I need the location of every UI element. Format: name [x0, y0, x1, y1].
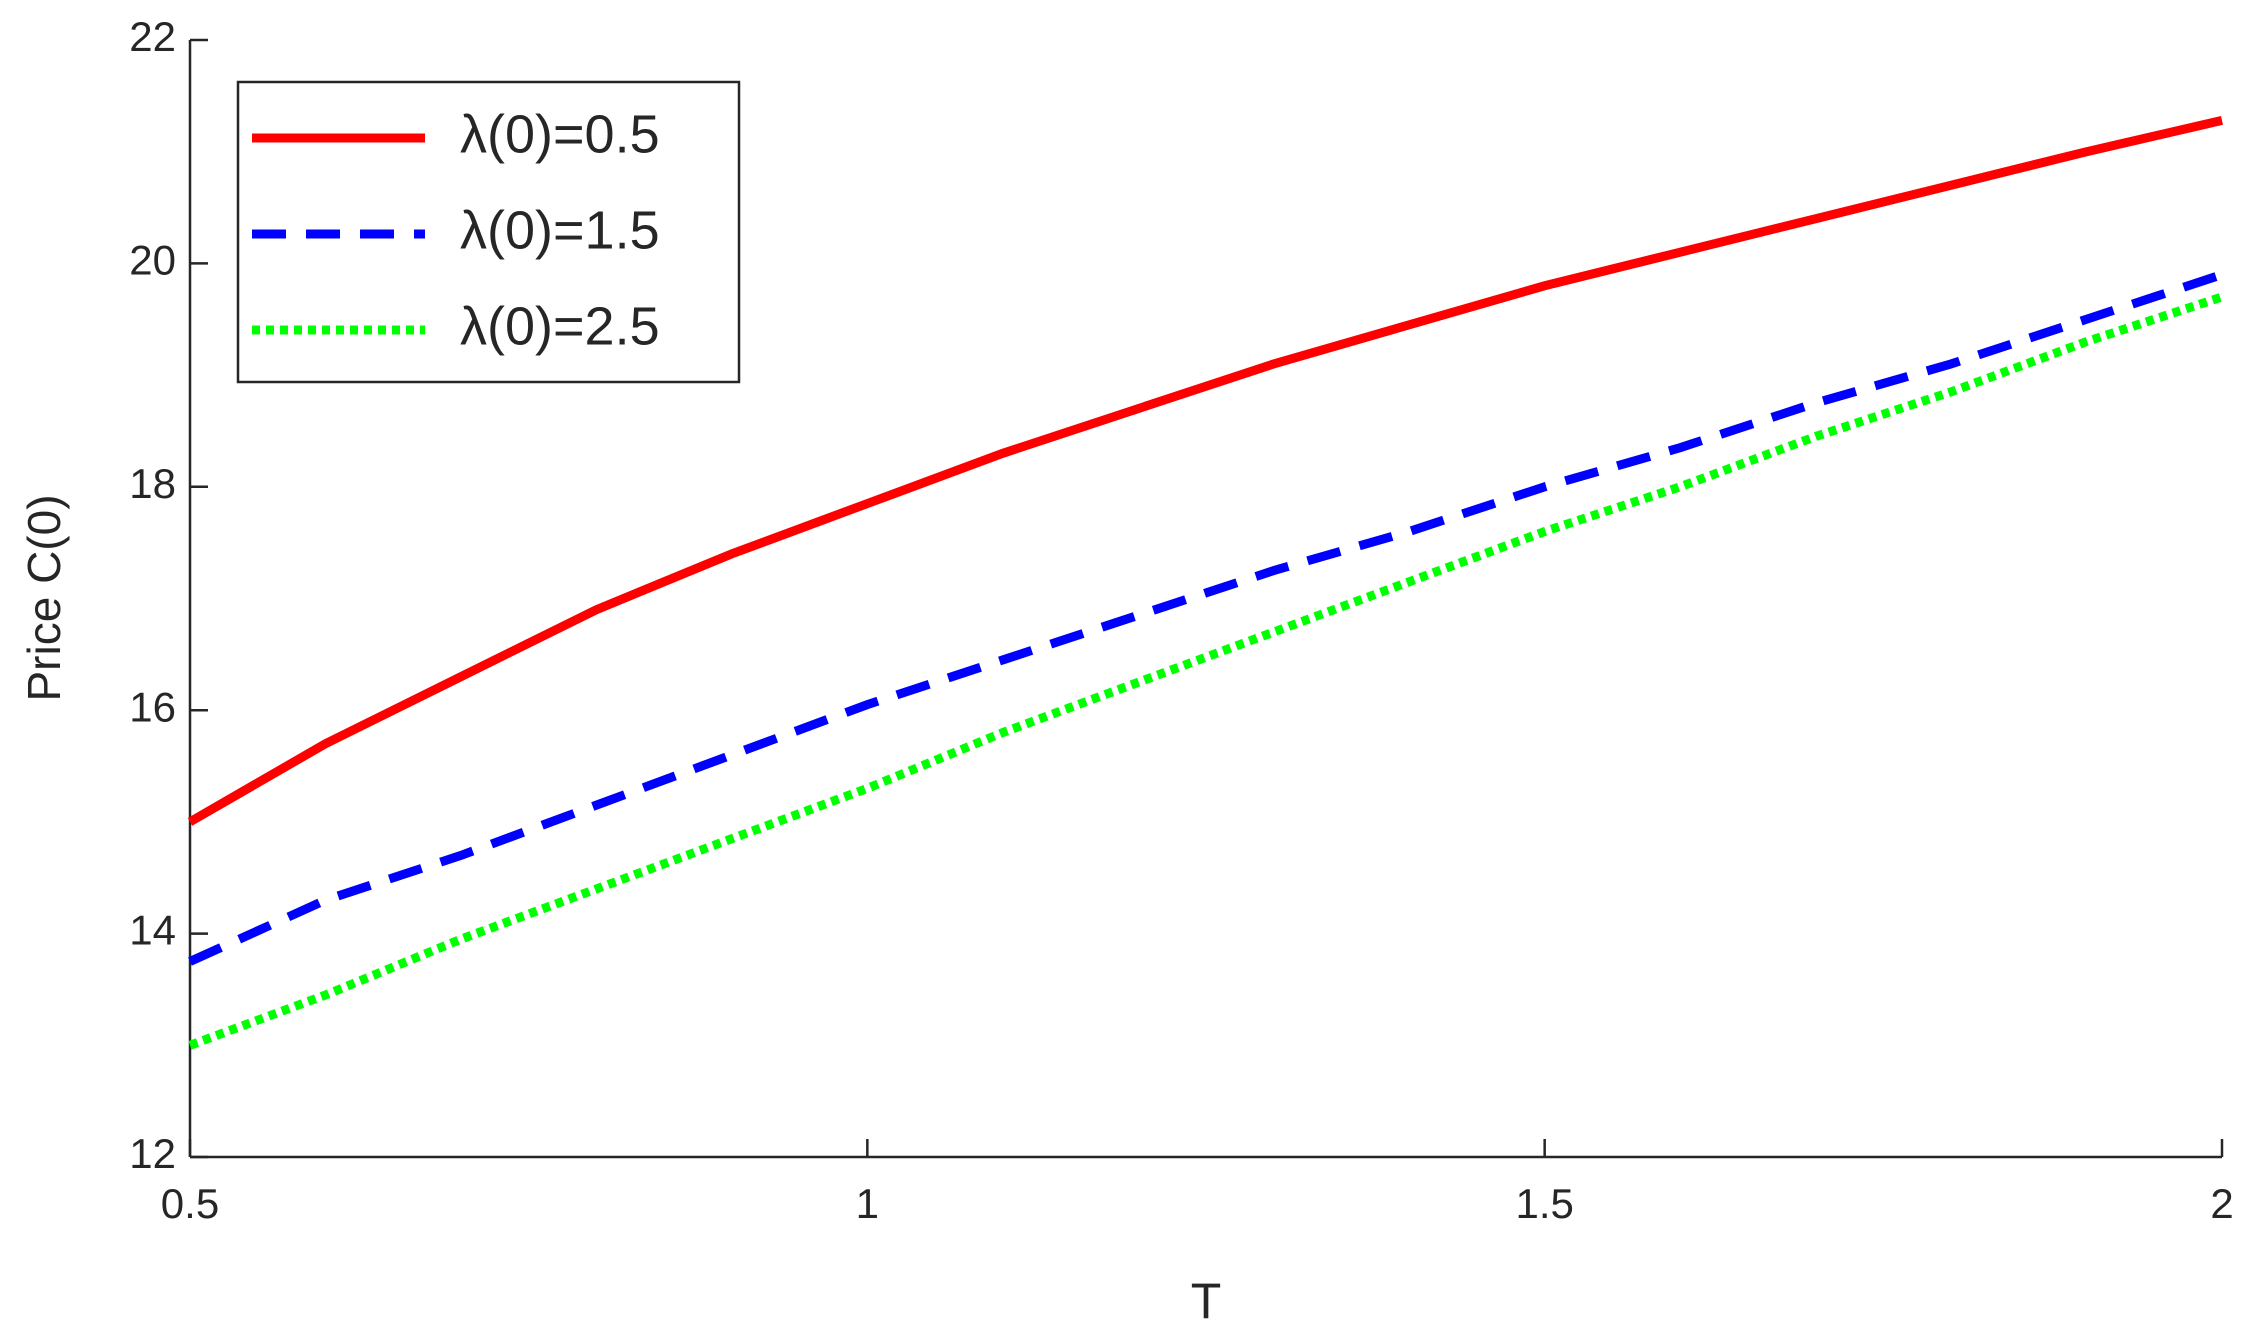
- legend-label: λ(0)=1.5: [460, 200, 660, 260]
- legend: λ(0)=0.5 λ(0)=1.5 λ(0)=2.5: [236, 80, 741, 384]
- series-line: [187, 116, 2224, 826]
- series-line: [188, 292, 2224, 1050]
- y-tick-label: 14: [129, 907, 176, 954]
- x-tick-label: 0.5: [161, 1180, 219, 1227]
- legend-box: [236, 80, 741, 384]
- y-axis-label: Price C(0): [18, 494, 70, 701]
- series-line: [188, 270, 2224, 966]
- y-tick-label: 22: [129, 13, 176, 60]
- y-tick-label: 16: [129, 683, 176, 730]
- y-tick-label: 20: [129, 236, 176, 283]
- x-tick-label: 2: [2210, 1180, 2233, 1227]
- x-tick-label: 1.5: [1515, 1180, 1573, 1227]
- y-tick-label: 18: [129, 460, 176, 507]
- legend-label: λ(0)=0.5: [460, 104, 660, 164]
- y-tick-label: 12: [129, 1130, 176, 1177]
- legend-label: λ(0)=2.5: [460, 296, 660, 356]
- x-axis-label: T: [1191, 1273, 1222, 1329]
- x-tick-label: 1: [856, 1180, 879, 1227]
